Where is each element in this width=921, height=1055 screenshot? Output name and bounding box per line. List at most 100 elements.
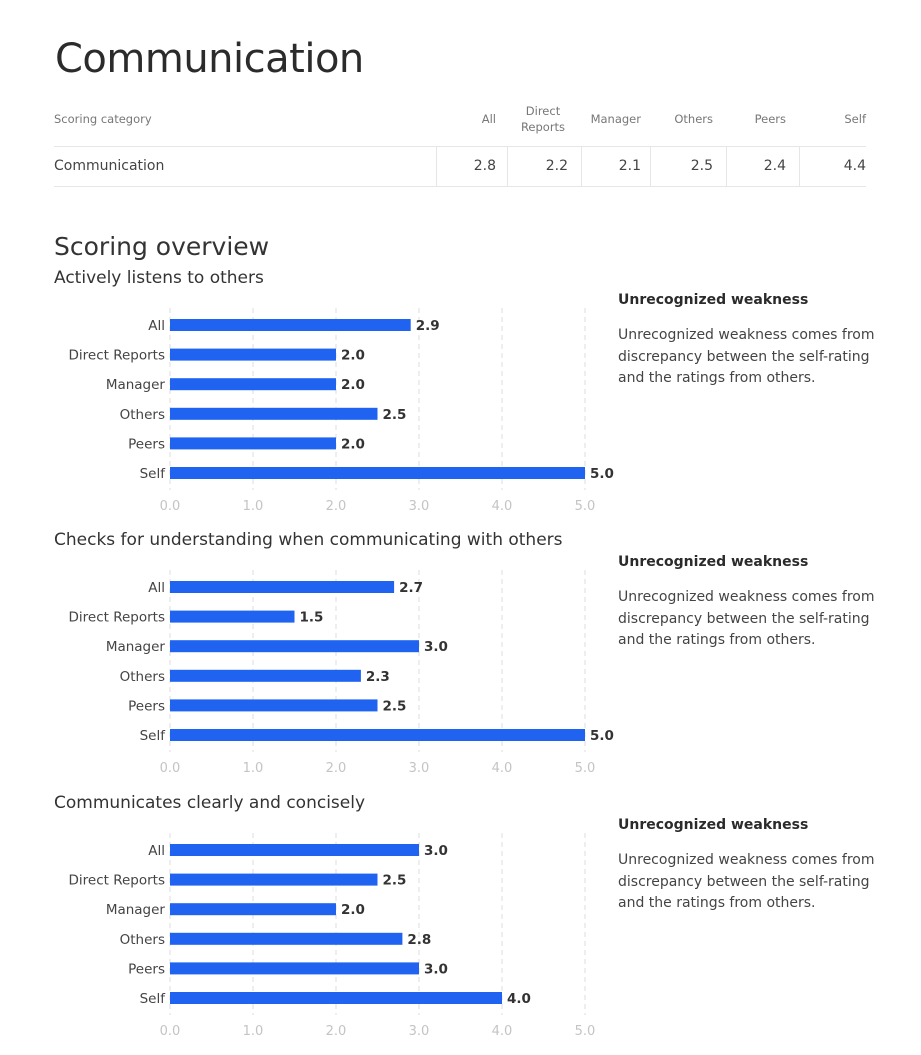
category-label: Peers: [128, 961, 165, 977]
category-label: All: [148, 843, 165, 859]
score-manager: 2.1: [618, 158, 641, 174]
category-label: Others: [120, 407, 165, 423]
tick-label: 1.0: [243, 761, 264, 776]
insight-body: Unrecognized weakness comes from discrep…: [618, 852, 875, 911]
chart-title: Communicates clearly and concisely: [54, 793, 366, 813]
tick-label: 4.0: [492, 1024, 513, 1039]
bar: [170, 903, 336, 916]
data-label: 5.0: [590, 728, 614, 744]
tick-label: 5.0: [575, 1024, 596, 1039]
data-label: 2.7: [399, 580, 423, 596]
category-label: Direct Reports: [69, 348, 166, 364]
tick-label: 1.0: [243, 1024, 264, 1039]
category-label: Peers: [128, 698, 165, 714]
tick-label: 1.0: [243, 499, 264, 514]
bar: [170, 873, 378, 886]
tick-label: 3.0: [409, 1024, 430, 1039]
data-label: 5.0: [590, 466, 614, 482]
bar: [170, 844, 419, 856]
category-label: Direct Reports: [69, 873, 166, 889]
score-peers: 2.4: [763, 158, 786, 174]
category-label: All: [148, 580, 165, 596]
column-header-all: All: [481, 112, 496, 126]
score-others: 2.5: [690, 158, 713, 174]
tick-label: 0.0: [160, 499, 181, 514]
score-all: 2.8: [473, 158, 496, 174]
table-row: Communication 2.8 2.2 2.1 2.5 2.4 4.4: [54, 147, 866, 187]
tick-label: 4.0: [492, 761, 513, 776]
category-label: Others: [120, 932, 165, 948]
category-label: Manager: [106, 377, 166, 393]
bar-chart: 0.0 1.0 2.0 3.0 4.0 5.0 All 2.9 Direct Reports 2.…: [69, 308, 614, 514]
data-label: 2.3: [366, 669, 390, 685]
bar: [170, 640, 419, 653]
category-label: All: [148, 318, 165, 334]
insight-title: Unrecognized weakness: [618, 554, 809, 570]
bar: [170, 407, 378, 420]
category-label: Others: [120, 669, 165, 685]
bar: [170, 992, 502, 1004]
data-label: 4.0: [507, 991, 531, 1007]
data-label: 2.5: [383, 407, 407, 423]
bar-chart: 0.0 1.0 2.0 3.0 4.0 5.0 All 2.7 Direct Reports 1.…: [69, 570, 614, 776]
data-label: 2.0: [341, 902, 365, 918]
data-label: 3.0: [424, 961, 448, 977]
bar: [170, 610, 295, 623]
bar: [170, 378, 336, 391]
data-label: 2.0: [341, 436, 365, 452]
data-label: 2.0: [341, 377, 365, 393]
bar: [170, 729, 585, 741]
chart-title: Checks for understanding when communicat…: [54, 530, 563, 550]
chart-section-3: 0.0 1.0 2.0 3.0 4.0 5.0 All 3.0 Direct Reports 2.…: [0, 793, 921, 1055]
column-header-manager: Manager: [590, 112, 641, 126]
category-cell: Communication: [54, 158, 165, 174]
column-header-others: Others: [674, 112, 713, 126]
tick-label: 5.0: [575, 761, 596, 776]
tick-label: 0.0: [160, 761, 181, 776]
category-label: Self: [140, 466, 167, 482]
column-header-peers: Peers: [754, 112, 786, 126]
category-label: Direct Reports: [69, 610, 166, 626]
page-title: Communication: [55, 36, 364, 82]
data-label: 2.8: [407, 932, 431, 948]
insight-title: Unrecognized weakness: [618, 817, 809, 833]
category-label: Manager: [106, 639, 166, 655]
score-self: 4.4: [843, 158, 866, 174]
tick-label: 2.0: [326, 1024, 347, 1039]
category-label: Manager: [106, 902, 166, 918]
tick-label: 2.0: [326, 499, 347, 514]
bar: [170, 581, 395, 593]
bar: [170, 932, 403, 945]
data-label: 1.5: [300, 610, 324, 626]
chart-section-2: 0.0 1.0 2.0 3.0 4.0 5.0 All 2.7 Direct Reports 1.…: [0, 530, 921, 792]
table-header: Scoring category All Direct Reports Mana…: [54, 100, 866, 147]
category-label: Self: [140, 991, 167, 1007]
insight-body: Unrecognized weakness comes from discrep…: [618, 589, 875, 648]
category-label: Self: [140, 728, 167, 744]
chart-title: Actively listens to others: [54, 268, 264, 288]
tick-label: 5.0: [575, 499, 596, 514]
bar: [170, 467, 585, 479]
data-label: 3.0: [424, 639, 448, 655]
data-label: 3.0: [424, 843, 448, 859]
column-header-self: Self: [844, 112, 866, 126]
bar-chart: 0.0 1.0 2.0 3.0 4.0 5.0 All 3.0 Direct Reports 2.…: [69, 833, 596, 1039]
data-label: 2.9: [416, 318, 440, 334]
bar: [170, 962, 419, 975]
insight-body: Unrecognized weakness comes from discrep…: [618, 327, 875, 386]
column-header-category: Scoring category: [54, 112, 152, 126]
bar: [170, 319, 411, 331]
bar: [170, 348, 336, 361]
tick-label: 2.0: [326, 761, 347, 776]
tick-label: 3.0: [409, 499, 430, 514]
chart-section-1: 0.0 1.0 2.0 3.0 4.0 5.0 All 2.9 Direct Reports 2.…: [0, 268, 921, 530]
insight-title: Unrecognized weakness: [618, 292, 809, 308]
tick-label: 3.0: [409, 761, 430, 776]
tick-label: 4.0: [492, 499, 513, 514]
section-title: Scoring overview: [54, 232, 270, 261]
data-label: 2.5: [383, 698, 407, 714]
category-label: Peers: [128, 436, 165, 452]
bar: [170, 437, 336, 450]
data-label: 2.0: [341, 348, 365, 364]
column-header-direct-reports: Direct Reports: [520, 104, 566, 134]
